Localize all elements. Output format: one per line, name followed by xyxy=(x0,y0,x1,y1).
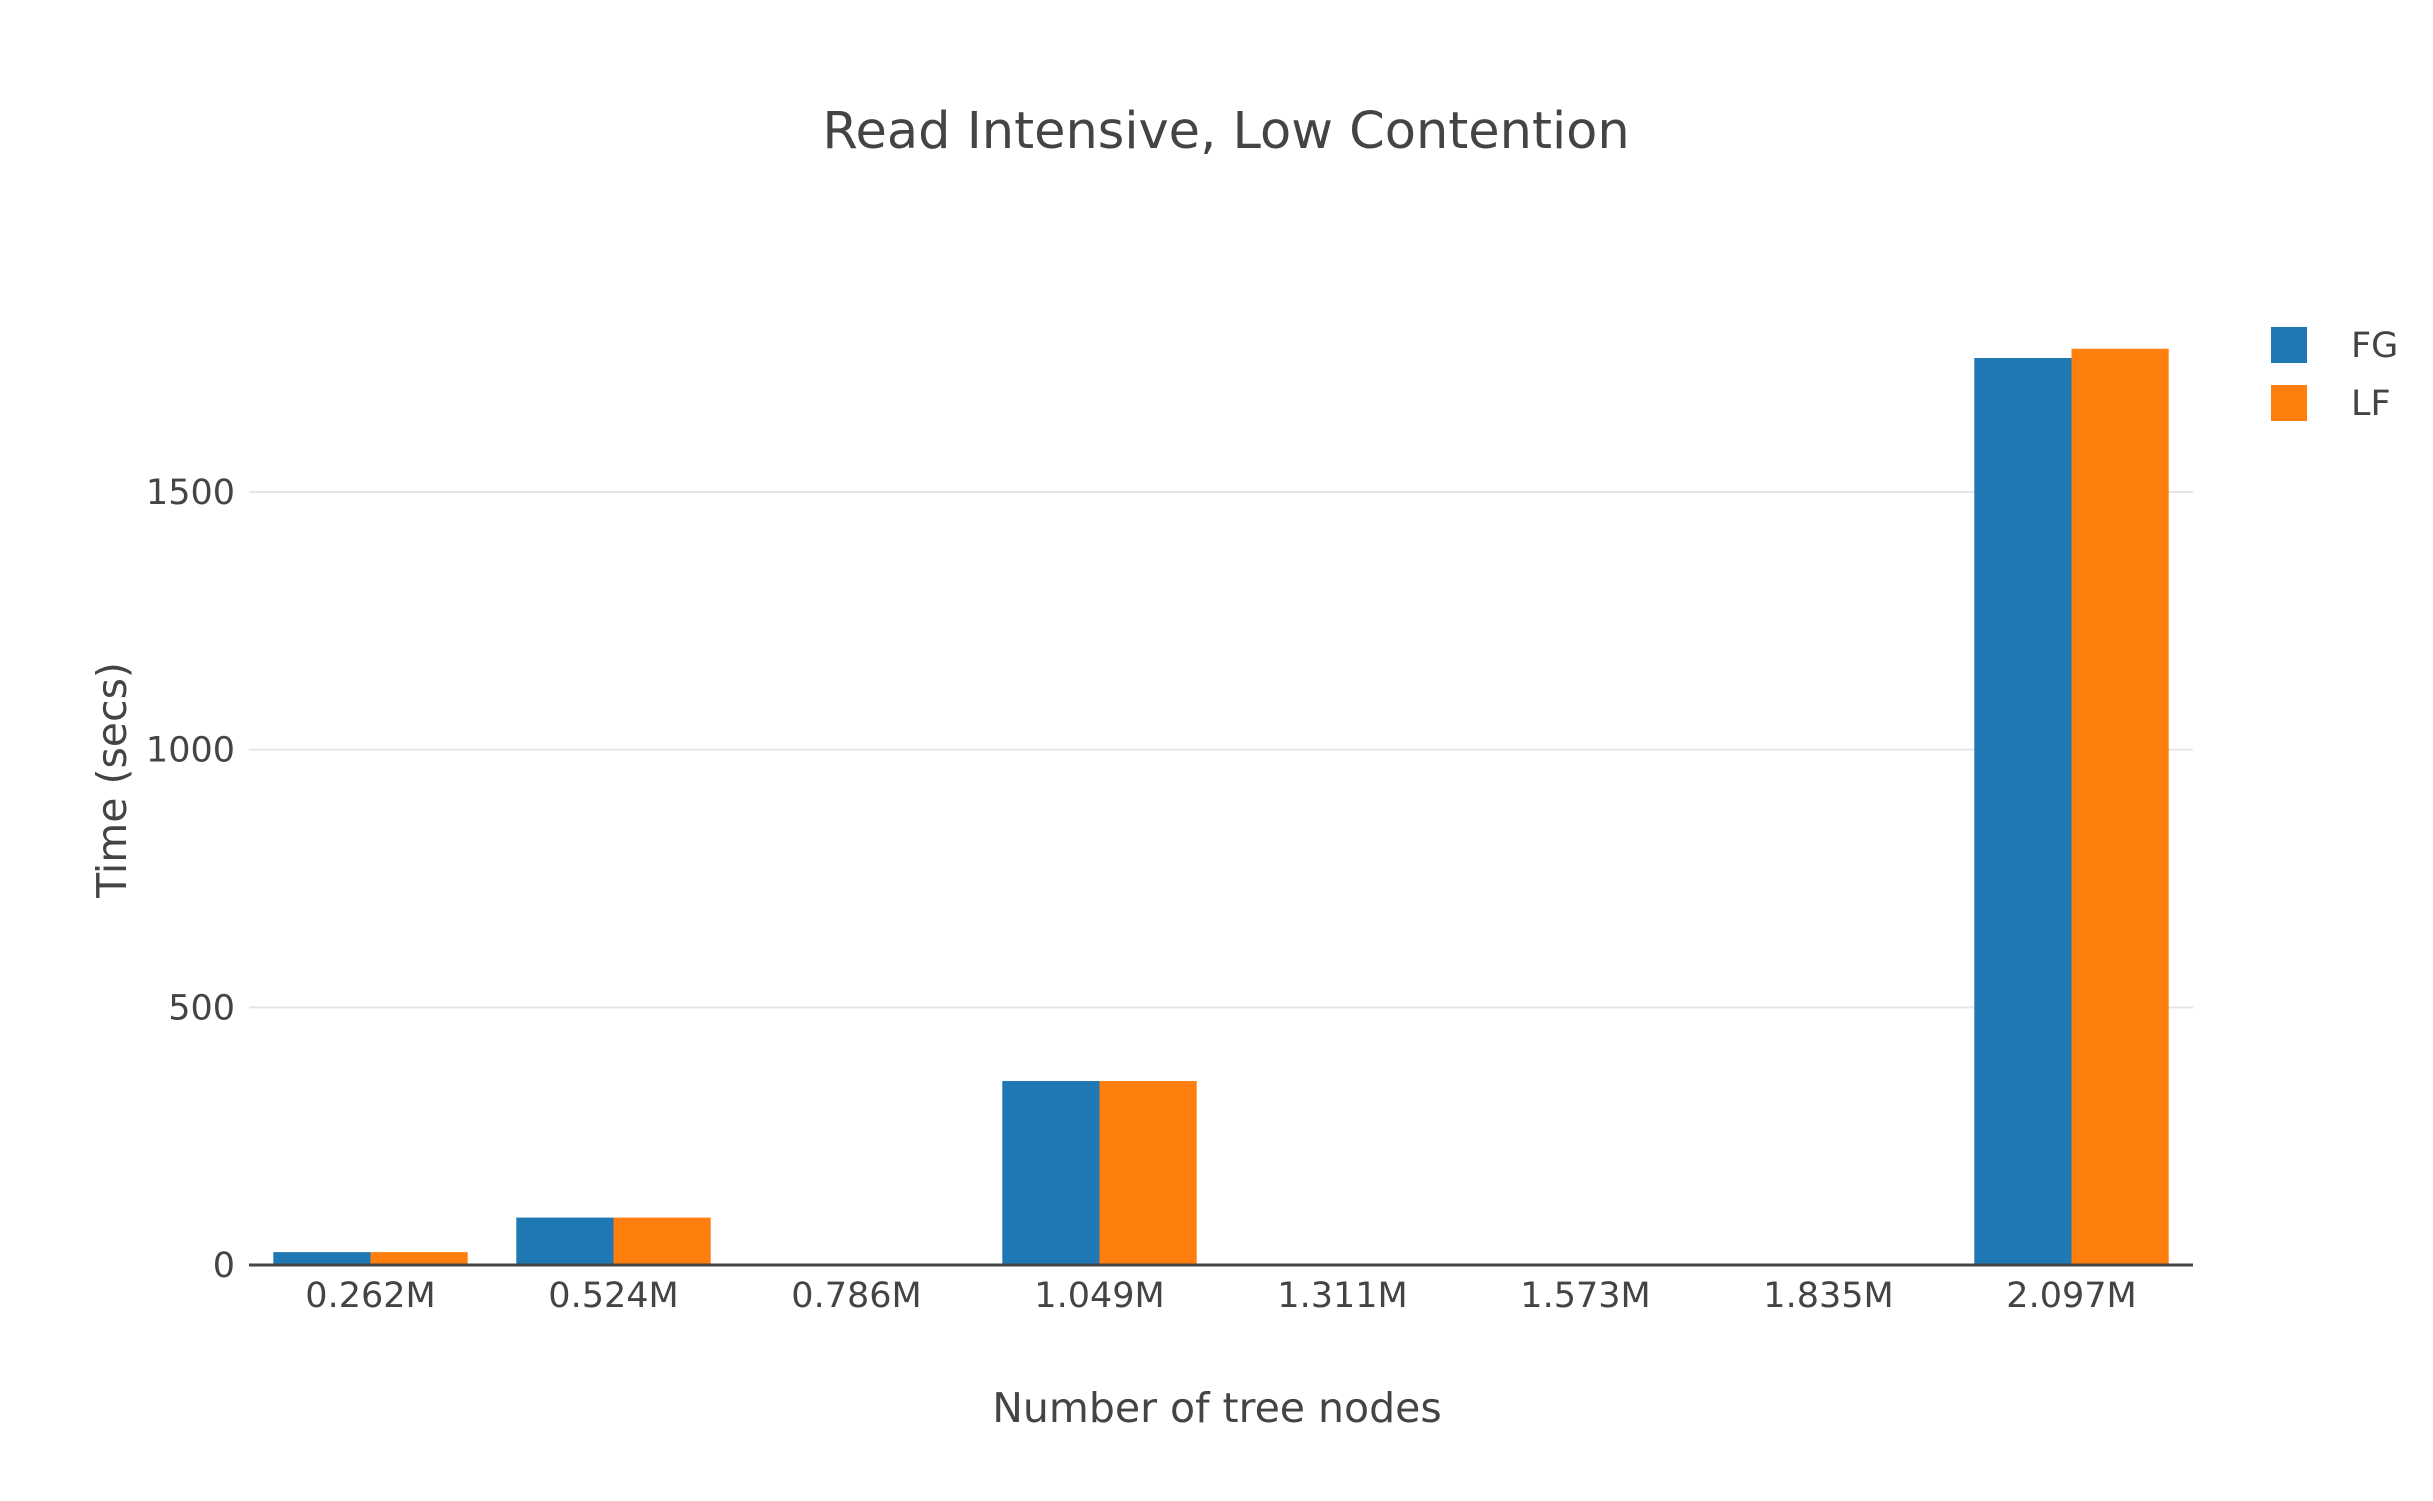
y-tick-label: 500 xyxy=(168,988,235,1028)
x-tick-labels: 0.262M 0.524M 0.786M 1.049M 1.311M 1.573M 1.83… xyxy=(305,1276,2136,1316)
x-tick-label: 2.097M xyxy=(2006,1276,2136,1316)
bar-lf-1.049M[interactable] xyxy=(1099,1081,1197,1265)
legend-swatch xyxy=(2271,327,2307,363)
bar-lf-0.524M[interactable] xyxy=(613,1217,711,1265)
x-axis-title: Number of tree nodes xyxy=(992,1384,1441,1432)
chart-title: Read Intensive, Low Contention xyxy=(822,102,1629,161)
x-tick-label: 0.262M xyxy=(305,1276,435,1316)
bar-fg-2.097M[interactable] xyxy=(1974,358,2072,1266)
y-tick-label: 1500 xyxy=(146,473,235,513)
legend-label: LF xyxy=(2351,384,2391,424)
bar-fg-1.049M[interactable] xyxy=(1002,1081,1100,1265)
legend-item-fg[interactable]: FG xyxy=(2271,326,2398,366)
x-tick-label: 1.311M xyxy=(1277,1276,1407,1316)
legend-item-lf[interactable]: LF xyxy=(2271,384,2391,424)
gridlines xyxy=(249,491,2193,1009)
bar-fg-0.262M[interactable] xyxy=(273,1252,371,1265)
y-axis-title: Time (secs) xyxy=(88,662,136,899)
y-tick-label: 0 xyxy=(213,1246,235,1286)
y-tick-labels: 0 500 1000 1500 xyxy=(146,473,235,1286)
bars xyxy=(273,348,2169,1266)
bar-lf-0.262M[interactable] xyxy=(370,1252,468,1265)
bar-fg-0.524M[interactable] xyxy=(516,1217,614,1265)
y-tick-label: 1000 xyxy=(146,731,235,771)
legend-label: FG xyxy=(2351,326,2398,366)
x-tick-label: 0.524M xyxy=(548,1276,678,1316)
bar-lf-2.097M[interactable] xyxy=(2071,348,2169,1266)
x-tick-label: 0.786M xyxy=(791,1276,921,1316)
legend[interactable]: FG LF xyxy=(2271,326,2398,424)
x-tick-label: 1.835M xyxy=(1763,1276,1893,1316)
legend-swatch xyxy=(2271,385,2307,421)
x-tick-label: 1.573M xyxy=(1520,1276,1650,1316)
x-tick-label: 1.049M xyxy=(1034,1276,1164,1316)
